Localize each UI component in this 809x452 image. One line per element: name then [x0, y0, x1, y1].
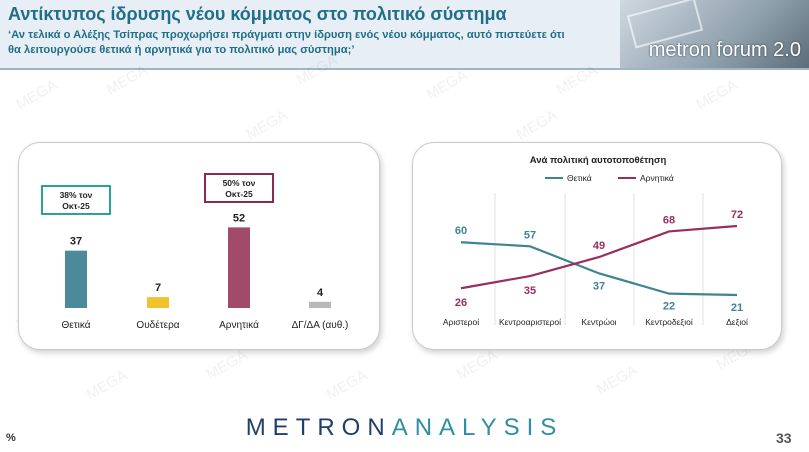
watermark-text: MEGA: [454, 347, 501, 384]
series-line-1: [460, 224, 738, 290]
watermark-text: MEGA: [324, 367, 371, 404]
watermark-text: MEGA: [694, 77, 741, 114]
watermark-text: MEGA: [244, 107, 291, 144]
data-label: 72: [731, 209, 743, 221]
question-subtitle: ‘Αν τελικά ο Αλέξης Τσίπρας προχωρήσει π…: [8, 29, 565, 56]
bar-category-label: Ουδέτερα: [136, 319, 179, 331]
line-chart-title: Ανά πολιτική αυτοτοποθέτηση: [530, 155, 667, 166]
logo-text: metron forum 2.0: [648, 39, 801, 61]
watermark-text: MEGA: [84, 367, 131, 404]
data-label: 60: [455, 225, 467, 237]
bar-value-label: 37: [70, 236, 82, 248]
header-divider: [0, 68, 809, 70]
callout-line1: 38% τον: [60, 190, 93, 200]
metron-analysis-brand: METRONANALYSIS: [0, 414, 809, 442]
bar-0: [65, 250, 87, 308]
bar-category-label: Θετικά: [61, 319, 90, 331]
page-title: Αντίκτυπος ίδρυσης νέου κόμματος στο πολ…: [8, 4, 507, 24]
data-label: 68: [663, 214, 675, 226]
bar-category-label: Αρνητικά: [219, 319, 259, 331]
x-tick-label: Κεντρώοι: [581, 317, 616, 327]
data-label: 22: [663, 301, 675, 313]
watermark-text: MEGA: [14, 77, 61, 114]
brand-part1: METRON: [245, 414, 392, 441]
bar-value-label: 7: [155, 282, 161, 294]
line-chart-panel: Ανά πολιτική αυτοτοποθέτηση Θετικά Αρνητικ…: [412, 142, 782, 350]
series-line-0: [460, 241, 738, 297]
watermark-text: MEGA: [514, 107, 561, 144]
line-chart: Ανά πολιτική αυτοτοποθέτηση Θετικά Αρνητικ…: [443, 155, 748, 327]
data-label: 35: [524, 285, 536, 297]
data-label: 21: [731, 302, 743, 314]
callout-line2: Οκτ-25: [225, 189, 253, 199]
callout-box: [41, 185, 111, 215]
brand-part2: ANALYSIS: [391, 414, 564, 441]
legend-label: Θετικά: [567, 173, 592, 183]
legend-label: Αρνητικά: [640, 173, 674, 183]
callout-line1: 50% τον: [223, 178, 256, 188]
watermark-text: MEGA: [594, 362, 641, 399]
x-tick-label: Αριστεροί: [443, 317, 479, 327]
metron-forum-logo: metron forum 2.0: [620, 0, 809, 68]
watermark-text: MEGA: [204, 347, 251, 384]
bar-value-label: 52: [233, 212, 245, 224]
bar-chart-panel: 37 Θετικά 7 Ουδέτερα 52 Αρνητικά 4 ΔΓ/ΔΑ (αυθ.)…: [18, 142, 380, 350]
bar-category-label: ΔΓ/ΔΑ (αυθ.): [292, 320, 349, 331]
bar-2: [228, 227, 250, 308]
data-label: 57: [524, 229, 536, 241]
page-number: 33: [776, 430, 792, 446]
callout-box: [204, 173, 274, 203]
bar-chart: 37 Θετικά 7 Ουδέτερα 52 Αρνητικά 4 ΔΓ/ΔΑ (αυθ.)…: [41, 173, 349, 331]
x-tick-label: Κεντροδεξιοί: [645, 317, 693, 327]
x-tick-label: Δεξιοί: [726, 317, 748, 327]
data-label: 37: [593, 280, 605, 292]
data-label: 49: [593, 240, 605, 252]
callout-line2: Οκτ-25: [62, 201, 90, 211]
bar-3: [309, 301, 331, 308]
data-label: 26: [455, 297, 467, 309]
x-tick-label: Κεντροαριστεροί: [499, 317, 561, 327]
unit-label: %: [6, 432, 16, 444]
watermark-text: MEGA: [424, 67, 471, 104]
bar-1: [147, 297, 169, 308]
header-banner: Αντίκτυπος ίδρυσης νέου κόμματος στο πολ…: [0, 0, 809, 70]
bar-value-label: 4: [317, 287, 324, 299]
